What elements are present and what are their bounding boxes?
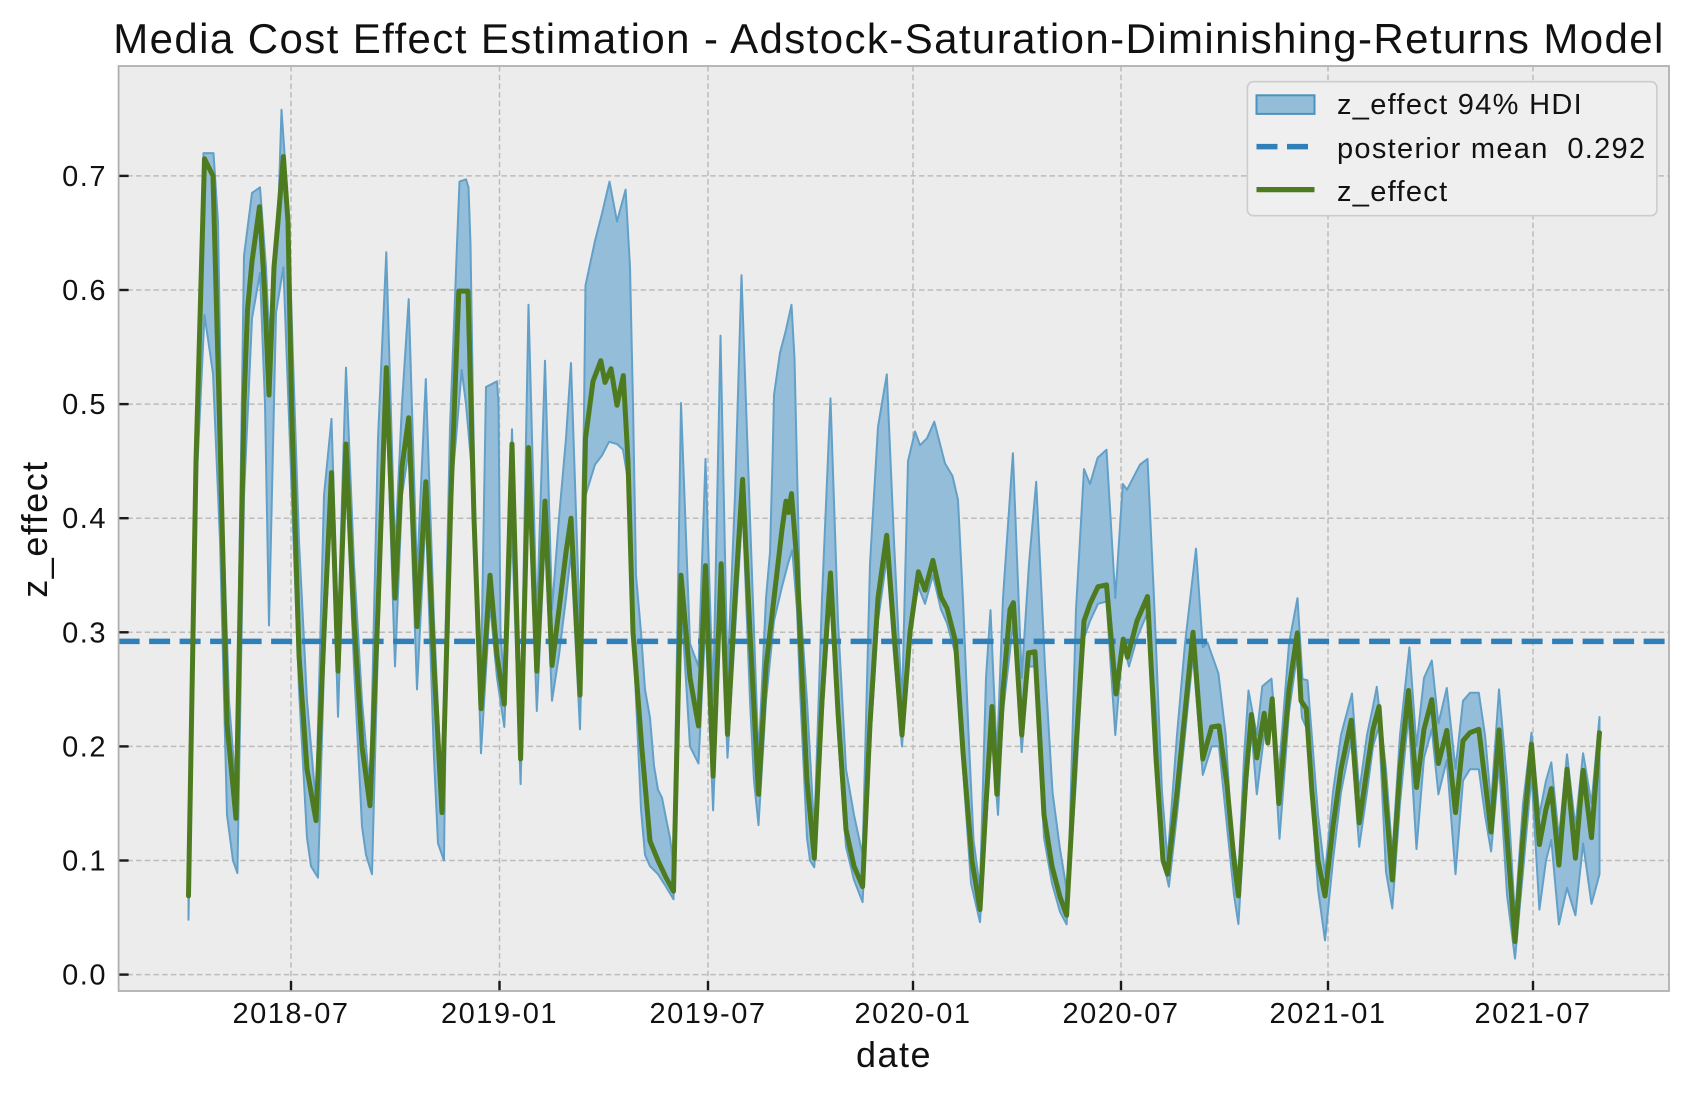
svg-text:2021-01: 2021-01 (1270, 998, 1387, 1030)
svg-text:2020-01: 2020-01 (855, 998, 972, 1030)
svg-text:0.1: 0.1 (62, 846, 107, 878)
svg-text:0.0: 0.0 (62, 960, 107, 992)
svg-text:z_effect: z_effect (14, 460, 55, 597)
svg-text:0.3: 0.3 (62, 617, 107, 649)
svg-text:2021-07: 2021-07 (1475, 998, 1592, 1030)
svg-text:2019-07: 2019-07 (650, 998, 767, 1030)
svg-text:Media Cost Effect Estimation -: Media Cost Effect Estimation - Adstock-S… (113, 15, 1664, 62)
svg-text:0.4: 0.4 (62, 503, 107, 535)
svg-text:0.2: 0.2 (62, 731, 107, 763)
svg-text:date: date (856, 1034, 932, 1075)
svg-text:0.5: 0.5 (62, 389, 107, 421)
svg-text:2020-07: 2020-07 (1063, 998, 1180, 1030)
svg-text:z_effect 94% HDI: z_effect 94% HDI (1337, 89, 1583, 121)
svg-text:0.7: 0.7 (62, 161, 107, 193)
svg-text:z_effect: z_effect (1337, 176, 1448, 208)
svg-text:posterior mean 0.292: posterior mean 0.292 (1337, 133, 1646, 165)
svg-text:2019-01: 2019-01 (441, 998, 558, 1030)
svg-text:2018-07: 2018-07 (233, 998, 350, 1030)
svg-text:0.6: 0.6 (62, 275, 107, 307)
